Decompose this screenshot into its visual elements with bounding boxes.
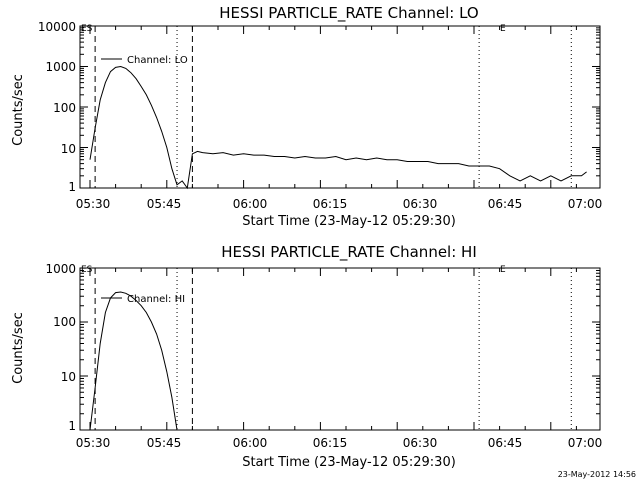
timestamp: 23-May-2012 14:56	[558, 470, 636, 479]
x-tick-label: 05:30	[76, 436, 111, 450]
y-tick-label: 1000	[45, 60, 76, 74]
series-line	[89, 291, 178, 431]
x-tick-label: 05:45	[147, 436, 182, 450]
y-tick-label: 10	[61, 370, 76, 384]
y-tick-label: 1000	[45, 262, 76, 276]
x-tick-label: 07:00	[568, 197, 603, 211]
annotation-es: ES	[81, 265, 93, 275]
chart-title: HESSI PARTICLE_RATE Channel: HI	[221, 243, 477, 262]
annotation-e: E	[500, 265, 506, 275]
y-tick-label: 100	[53, 315, 76, 329]
x-axis-label: Start Time (23-May-12 05:29:30)	[242, 455, 456, 470]
panel-hi: HESSI PARTICLE_RATE Channel: HI Start Ti…	[11, 243, 602, 470]
x-tick-label: 05:30	[76, 197, 111, 211]
x-tick-label: 06:00	[233, 436, 268, 450]
y-tick-label: 100	[53, 101, 76, 115]
y-tick-label: 1	[68, 180, 76, 194]
legend-label: Channel: LO	[127, 55, 188, 66]
annotation-es: ES	[81, 24, 93, 34]
y-axis-label: Counts/sec	[11, 312, 26, 384]
plot-frame	[79, 25, 601, 189]
legend-label: Channel: HI	[127, 294, 185, 305]
y-tick-label: 10	[61, 142, 76, 156]
x-tick-label: 07:00	[568, 436, 603, 450]
x-tick-label: 06:30	[403, 436, 438, 450]
x-tick-label: 06:45	[488, 197, 523, 211]
x-tick-label: 06:30	[403, 197, 438, 211]
annotation-e: E	[500, 24, 506, 34]
x-tick-label: 06:00	[233, 197, 268, 211]
series-line	[89, 65, 587, 190]
x-tick-label: 06:45	[488, 436, 523, 450]
x-tick-label: 05:45	[147, 197, 182, 211]
chart-title: HESSI PARTICLE_RATE Channel: LO	[219, 4, 478, 23]
x-tick-label: 06:15	[313, 436, 348, 450]
panel-lo: HESSI PARTICLE_RATE Channel: LO Start Ti…	[11, 4, 602, 229]
y-axis-label: Counts/sec	[11, 74, 26, 146]
x-axis-label: Start Time (23-May-12 05:29:30)	[242, 214, 456, 229]
x-tick-label: 06:15	[313, 197, 348, 211]
y-tick-label: 1	[68, 419, 76, 433]
y-tick-label: 10000	[38, 20, 76, 34]
plot-frame	[79, 267, 601, 431]
